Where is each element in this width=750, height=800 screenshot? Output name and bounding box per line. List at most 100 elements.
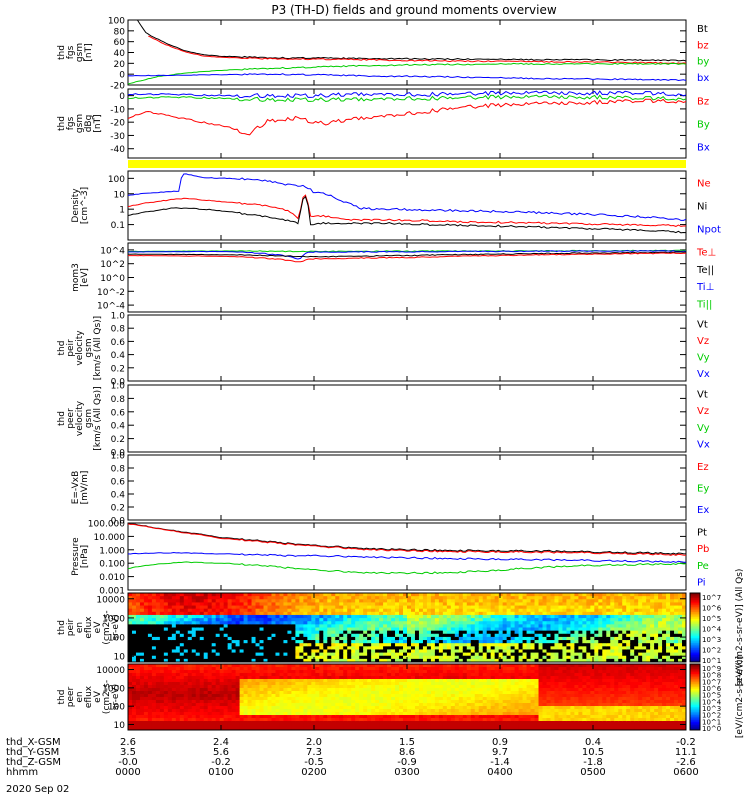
spectrogram-cell <box>147 640 153 644</box>
spectrogram-cell <box>131 691 137 695</box>
spectrogram-cell <box>387 700 392 704</box>
spectrogram-cell <box>490 599 496 603</box>
spectrogram-cell <box>614 630 619 635</box>
spectrogram-cell <box>622 627 627 632</box>
spectrogram-cell <box>243 715 249 719</box>
spectrogram-cell <box>542 633 547 638</box>
spectrogram-cell <box>243 691 249 695</box>
spectrogram-cell <box>187 618 193 622</box>
spectrogram-cell <box>275 679 280 683</box>
spectrogram-cell <box>175 715 181 719</box>
spectrogram-cell <box>131 633 137 638</box>
spectrogram-cell <box>287 664 292 668</box>
spectrogram-cell <box>586 649 591 654</box>
spectrogram-cell <box>462 643 468 647</box>
spectrogram-cell <box>287 630 292 635</box>
spectrogram-cell <box>606 618 611 622</box>
spectrogram-cell <box>183 682 189 686</box>
spectrogram-cell <box>231 724 237 728</box>
spectrogram-cell <box>335 715 340 719</box>
spectrogram-cell <box>239 721 245 725</box>
spectrogram-cell <box>387 658 392 662</box>
spectrogram-cell <box>450 624 456 628</box>
spectrogram-cell <box>482 652 488 657</box>
spectrogram-cell <box>610 605 615 610</box>
spectrogram-cell <box>351 643 356 647</box>
spectrogram-cell <box>410 630 416 635</box>
spectrogram-cell <box>395 611 400 616</box>
spectrogram-cell <box>128 718 133 722</box>
spectrogram-cell <box>426 596 432 600</box>
spectrogram-cell <box>602 611 607 616</box>
spectrogram-cell <box>610 630 615 635</box>
spectrogram-cell <box>283 596 288 600</box>
spectrogram-cell <box>151 646 157 650</box>
spectrogram-cell <box>167 630 173 635</box>
spectrogram-cell <box>506 649 512 654</box>
spectrogram-cell <box>566 643 571 647</box>
spectrogram-cell <box>243 664 249 668</box>
spectrogram-cell <box>391 673 396 677</box>
spectrogram-cell <box>243 627 249 632</box>
spectrogram-cell <box>594 596 599 600</box>
spectrogram-cell <box>199 602 205 607</box>
spectrogram-cell <box>363 715 368 719</box>
spectrogram-cell <box>279 658 284 662</box>
spectrogram-cell <box>339 715 344 719</box>
spectrogram-cell <box>650 599 655 603</box>
y-tick-label: -20 <box>110 82 125 92</box>
spectrogram-cell <box>227 712 233 716</box>
spectrogram-cell <box>291 694 296 698</box>
spectrogram-cell <box>175 602 181 607</box>
spectrogram-cell <box>263 640 268 644</box>
spectrogram-cell <box>331 652 336 657</box>
spectrogram-cell <box>263 646 268 650</box>
spectrogram-cell <box>255 670 261 674</box>
spectrogram-cell <box>143 715 149 719</box>
spectrogram-cell <box>630 652 635 657</box>
spectrogram-cell <box>434 596 440 600</box>
spectrogram-cell <box>311 676 316 680</box>
spectrogram-cell <box>128 649 133 654</box>
spectrogram-cell <box>315 706 320 710</box>
spectrogram-cell <box>307 694 312 698</box>
spectrogram-cell <box>426 658 432 662</box>
spectrogram-cell <box>490 618 496 622</box>
spectrogram-cell <box>303 685 308 689</box>
spectrogram-cell <box>135 694 141 698</box>
spectrogram-cell <box>538 605 544 610</box>
spectrogram-cell <box>291 718 296 722</box>
spectrogram-cell <box>139 688 145 692</box>
spectrogram-cell <box>634 636 639 641</box>
spectrogram-cell <box>606 649 611 654</box>
spectrogram-cell <box>387 715 392 719</box>
spectrogram-cell <box>199 673 205 677</box>
spectrogram-cell <box>187 667 193 671</box>
spectrogram-cell <box>351 664 356 668</box>
spectrogram-cell <box>654 602 659 607</box>
spectrogram-cell <box>335 633 340 638</box>
spectrogram-cell <box>367 630 372 635</box>
spectrogram-cell <box>363 630 368 635</box>
spectrogram-cell <box>271 605 276 610</box>
spectrogram-cell <box>371 712 376 716</box>
spectrogram-cell <box>143 718 149 722</box>
spectrogram-cell <box>131 685 137 689</box>
spectrogram-cell <box>367 688 372 692</box>
spectrogram-cell <box>155 697 161 701</box>
spectrogram-cell <box>207 624 213 628</box>
spectrogram-cell <box>279 611 284 616</box>
spectrogram-cell <box>155 718 161 722</box>
spectrogram-cell <box>518 636 524 641</box>
spectrogram-cell <box>562 630 567 635</box>
spectrogram-cell <box>682 652 686 657</box>
spectrogram-cell <box>211 667 217 671</box>
colorbar-step <box>690 627 700 630</box>
spectrogram-cell <box>239 712 245 716</box>
spectrogram-cell <box>530 621 536 625</box>
colorbar-tick-label: 10^7 <box>702 594 721 602</box>
spectrogram-cell <box>211 636 217 641</box>
spectrogram-cell <box>674 658 679 662</box>
spectrogram-cell <box>263 724 268 728</box>
spectrogram-cell <box>414 593 420 597</box>
